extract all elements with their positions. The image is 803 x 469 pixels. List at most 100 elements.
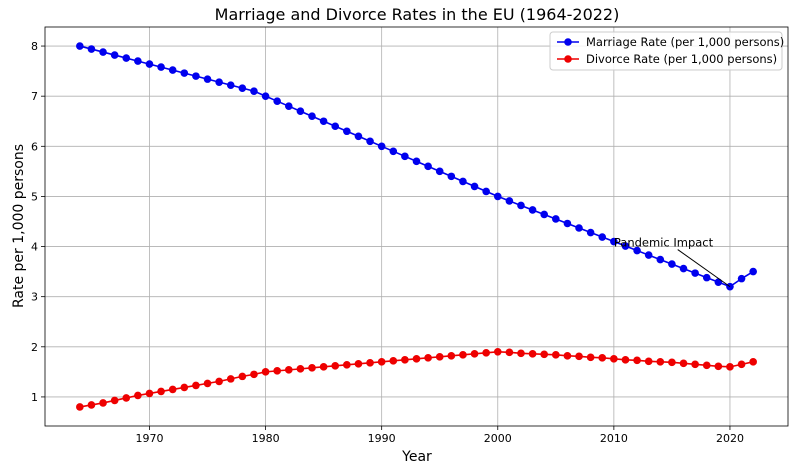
data-point-1	[447, 352, 456, 360]
data-point-1	[610, 355, 618, 363]
data-point-1	[552, 351, 560, 359]
data-point-1	[691, 360, 699, 369]
legend: Marriage Rate (per 1,000 persons) Divorce…	[549, 31, 784, 71]
series-layer	[76, 42, 757, 411]
data-point-1	[737, 360, 746, 369]
data-point-0	[447, 172, 456, 181]
data-point-0	[134, 57, 142, 65]
data-point-0	[343, 127, 351, 136]
data-point-0	[226, 81, 235, 89]
data-point-0	[679, 264, 688, 273]
x-tick-label: 2000	[484, 432, 512, 445]
data-point-1	[122, 394, 131, 402]
data-point-1	[168, 385, 177, 394]
axes: 1970 1980 1990 2000 2010 2020 1 2 3 4 5 6 7 8	[31, 26, 789, 445]
data-point-1	[668, 358, 676, 367]
data-point-1	[192, 381, 200, 390]
data-point-0	[273, 97, 281, 105]
legend-swatch-marker	[564, 38, 572, 46]
data-point-1	[714, 362, 723, 371]
data-point-1	[644, 357, 653, 366]
annotation-text: Pandemic Impact	[614, 236, 714, 250]
x-tick-label: 1970	[135, 432, 163, 445]
y-tick-label: 1	[31, 391, 38, 404]
series-line-0	[79, 45, 754, 288]
data-point-0	[319, 117, 328, 126]
data-point-0	[552, 215, 560, 223]
data-point-0	[412, 157, 421, 166]
chart-title: Marriage and Divorce Rates in the EU (19…	[215, 5, 620, 24]
data-point-0	[87, 45, 96, 53]
data-point-1	[366, 359, 374, 367]
x-tick-label: 2020	[716, 432, 744, 445]
data-point-0	[459, 177, 467, 186]
data-point-0	[168, 66, 177, 74]
data-point-0	[366, 137, 374, 146]
y-tick-label: 2	[31, 341, 38, 354]
data-point-0	[737, 274, 746, 283]
data-point-1	[110, 396, 119, 405]
y-tick-label: 5	[31, 190, 38, 203]
data-point-1	[331, 362, 340, 370]
data-point-0	[424, 162, 432, 171]
data-point-1	[99, 399, 107, 407]
data-point-0	[296, 107, 305, 116]
data-point-0	[656, 255, 665, 264]
data-point-1	[261, 368, 270, 376]
plot-frame	[44, 26, 789, 427]
data-point-0	[563, 219, 572, 228]
data-point-1	[586, 353, 595, 362]
data-point-0	[621, 242, 630, 250]
data-point-0	[644, 251, 653, 259]
grid	[45, 27, 788, 426]
x-tick-label: 1990	[368, 432, 396, 445]
data-point-0	[668, 260, 676, 268]
data-point-1	[459, 351, 467, 359]
data-point-1	[679, 359, 688, 368]
data-point-0	[261, 92, 270, 100]
y-tick-label: 8	[31, 40, 38, 53]
data-point-1	[180, 383, 189, 392]
data-point-1	[598, 354, 607, 362]
data-point-1	[285, 366, 293, 374]
data-point-1	[250, 370, 258, 379]
data-point-0	[517, 201, 525, 210]
data-point-1	[702, 361, 711, 370]
data-point-1	[145, 389, 154, 398]
data-point-0	[435, 167, 444, 176]
data-point-1	[215, 377, 223, 386]
data-point-0	[401, 152, 409, 161]
data-point-1	[424, 354, 432, 362]
data-point-1	[134, 391, 142, 400]
data-point-1	[435, 353, 444, 361]
data-point-1	[412, 355, 421, 363]
data-point-1	[273, 367, 281, 375]
data-point-1	[401, 356, 409, 364]
data-point-0	[122, 54, 131, 62]
x-axis-label: Year	[401, 449, 432, 465]
data-point-1	[621, 356, 630, 364]
y-tick-label: 3	[31, 291, 38, 304]
data-point-1	[238, 372, 247, 381]
data-point-0	[633, 246, 641, 255]
data-point-1	[633, 356, 641, 365]
data-point-0	[586, 228, 595, 237]
data-point-0	[157, 63, 165, 71]
data-point-0	[203, 75, 212, 83]
data-point-0	[610, 237, 618, 246]
data-point-0	[702, 273, 711, 282]
data-point-0	[238, 84, 247, 92]
data-point-1	[528, 350, 537, 358]
data-point-1	[157, 387, 165, 396]
data-point-1	[203, 379, 212, 388]
data-point-1	[726, 363, 734, 371]
data-point-1	[517, 349, 525, 358]
data-point-1	[470, 350, 479, 358]
data-point-0	[505, 197, 514, 205]
data-point-1	[343, 361, 351, 369]
data-point-1	[296, 365, 305, 373]
data-point-0	[285, 102, 293, 110]
data-point-1	[226, 375, 235, 383]
legend-swatch-marker	[564, 55, 572, 63]
